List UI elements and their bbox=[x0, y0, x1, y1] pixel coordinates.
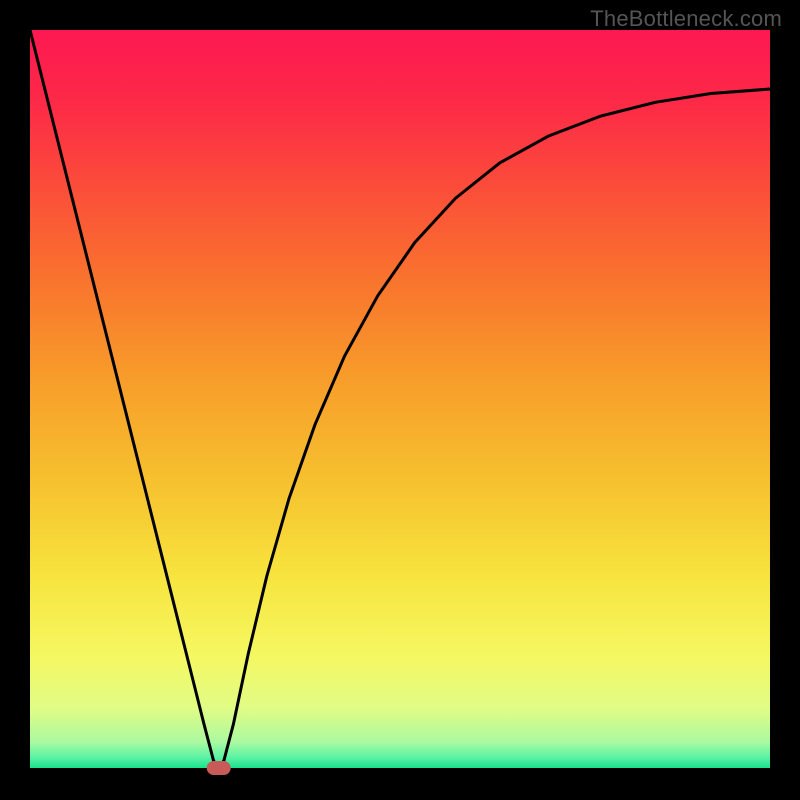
bottleneck-chart bbox=[0, 0, 800, 800]
chart-container: TheBottleneck.com bbox=[0, 0, 800, 800]
plot-background bbox=[30, 30, 770, 768]
min-marker bbox=[207, 761, 231, 775]
watermark-text: TheBottleneck.com bbox=[590, 6, 782, 32]
